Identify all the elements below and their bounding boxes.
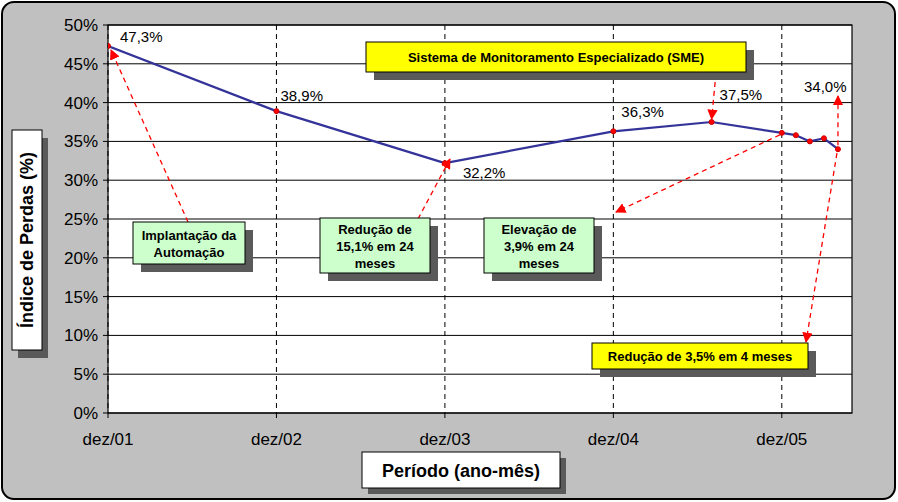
y-tick <box>103 296 108 297</box>
background <box>2 2 895 499</box>
y-tick <box>103 141 108 142</box>
y-tick-label: 5% <box>73 365 98 384</box>
annotation-line: meses <box>519 256 559 271</box>
x-tick <box>613 413 614 418</box>
plot-area <box>108 25 852 413</box>
data-label: 32,2% <box>463 164 506 181</box>
annotation-arrow <box>111 50 188 222</box>
y-tick-label: 50% <box>64 16 98 35</box>
data-point <box>793 133 798 138</box>
y-tick <box>103 413 108 414</box>
page: {"chart_data": { "type": "line", "x_labe… <box>0 0 898 502</box>
x-title-box <box>362 452 560 488</box>
y-tick <box>103 102 108 103</box>
x-axis-title: Período (ano-mês) <box>382 461 540 481</box>
y-tick-label: 40% <box>64 94 98 113</box>
annotation-arrow <box>418 159 450 219</box>
annotation-text: Elevação de 3,9% em 24 meses <box>501 222 576 271</box>
data-point <box>821 136 826 141</box>
data-label: 37,5% <box>720 86 763 103</box>
y-tick <box>103 374 108 375</box>
annotation-box <box>320 218 430 273</box>
y-grid-line <box>108 141 852 142</box>
annotation-line: Elevação de <box>501 222 576 237</box>
x-tick <box>444 413 445 418</box>
annotation-box <box>592 343 808 369</box>
data-label: 38,9% <box>280 87 323 104</box>
y-tick-label: 0% <box>73 404 98 423</box>
y-tick <box>103 335 108 336</box>
data-point <box>807 139 812 144</box>
x-tick <box>781 413 782 418</box>
y-tick-label: 10% <box>64 326 98 345</box>
annotation-arrow <box>806 153 837 342</box>
annotation-arrow <box>616 135 780 212</box>
annotation-text: Redução de 15,1% em 24 meses <box>336 222 414 271</box>
x-title-shadow <box>368 458 566 494</box>
data-point <box>709 120 714 125</box>
x-tick <box>276 413 277 418</box>
annotation-text: Implantação da Automação <box>142 228 237 260</box>
annotation-text: Sistema de Monitoramento Especializado (… <box>408 50 704 65</box>
x-grid-line <box>444 25 445 413</box>
x-tick-label: dez/01 <box>82 430 133 449</box>
plot-frame <box>108 25 852 413</box>
data-point <box>779 130 784 135</box>
y-tick-label: 30% <box>64 171 98 190</box>
y-tick <box>103 219 108 220</box>
y-axis-title: Índice de Perdas (%) <box>16 152 37 328</box>
annotation-box <box>484 218 594 273</box>
x-tick-label: dez/02 <box>251 430 302 449</box>
y-tick <box>103 257 108 258</box>
data-point <box>108 43 111 48</box>
y-grid-line <box>108 335 852 336</box>
annotation-line: Automação <box>154 245 225 260</box>
annotation-arrow <box>837 96 838 145</box>
data-point <box>611 129 616 134</box>
y-title-box <box>12 130 42 350</box>
annotation-line: 15,1% em 24 <box>336 239 414 254</box>
y-tick <box>103 63 108 64</box>
data-point <box>274 109 279 114</box>
data-point <box>835 147 840 152</box>
y-tick-label: 45% <box>64 55 98 74</box>
annotation-line: Implantação da <box>142 228 237 243</box>
annotation-box <box>133 222 245 264</box>
x-tick-label: dez/05 <box>756 430 807 449</box>
annotation-line: Redução de <box>338 222 412 237</box>
data-label: 47,3% <box>120 28 163 45</box>
chart: 0% 5% 10% 15% 20% 25% 30% 35% 40% 45% 50% dez/01 dez… <box>0 0 898 502</box>
annotation-line: Redução de 3,5% em 4 meses <box>608 349 792 364</box>
y-tick <box>103 180 108 181</box>
x-grid-line <box>276 25 277 413</box>
annotation-line: Sistema de Monitoramento Especializado (… <box>408 50 704 65</box>
y-tick-label: 20% <box>64 249 98 268</box>
data-point <box>442 161 447 166</box>
y-tick-label: 15% <box>64 288 98 307</box>
annotation-text: Redução de 3,5% em 4 meses <box>608 349 792 364</box>
x-tick <box>108 413 109 418</box>
x-tick-label: dez/04 <box>588 430 639 449</box>
x-tick-label: dez/03 <box>419 430 470 449</box>
annotation-line: 3,9% em 24 <box>504 239 575 254</box>
y-tick <box>103 25 108 26</box>
annotation-box <box>366 42 746 72</box>
data-label: 36,3% <box>621 103 664 120</box>
data-label: 34,0% <box>804 78 847 95</box>
y-tick-label: 35% <box>64 132 98 151</box>
annotation-line: meses <box>355 256 395 271</box>
y-grid-line <box>108 219 852 220</box>
y-grid-line <box>108 296 852 297</box>
y-tick-label: 25% <box>64 210 98 229</box>
